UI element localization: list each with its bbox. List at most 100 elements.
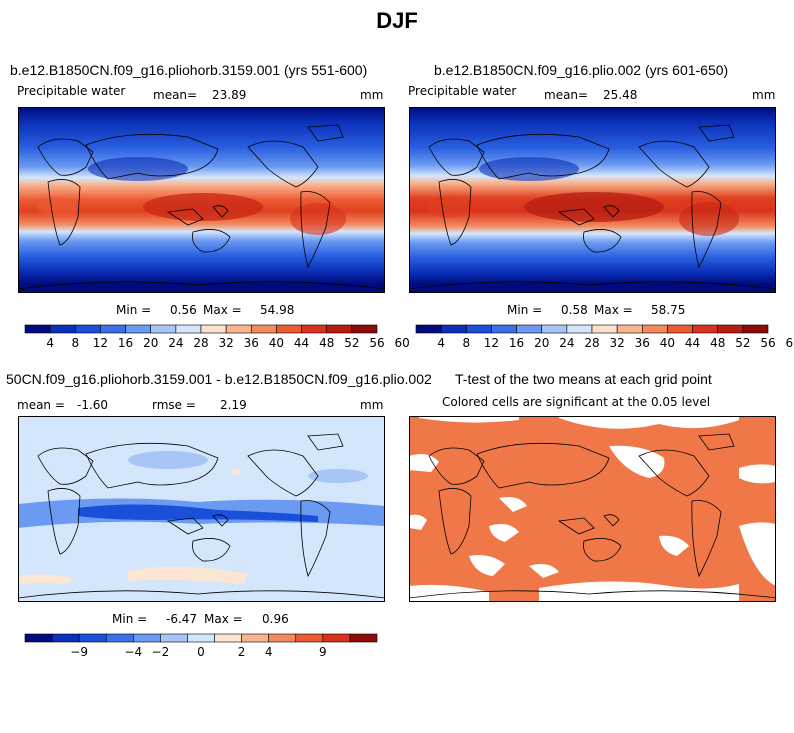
panel-3-colorbar-swatch [295,633,324,643]
panel-1-units: mm [360,88,384,102]
panel-3-colorbar-tick-label: 0 [197,645,205,659]
panel-1-colorbar-tick-label: 12 [93,336,108,350]
panel-3-min-value: -6.47 [166,612,198,626]
panel-1-colorbar-swatch [100,324,126,334]
panel-1-colorbar-swatch [351,324,378,334]
panel-1-colorbar-swatch [24,324,51,334]
panel-1-colorbar-tick-label: 40 [269,336,284,350]
panel-2-map [409,107,776,293]
panel-2-colorbar-swatch [641,324,668,334]
panel-3-colorbar-swatch [268,633,297,643]
panel-1-colorbar-tick-label: 36 [244,336,259,350]
panel-3-max-value: 0.96 [262,612,289,626]
panel-2-colorbar-tick-label: 24 [559,336,574,350]
panel-3-colorbar-swatch [241,633,269,643]
panel-1-colorbar-tick-label: 48 [319,336,334,350]
panel-2-colorbar-tick-label: 8 [462,336,470,350]
panel-2-min-value: 0.58 [561,303,588,317]
panel-1-colorbar-tick-label: 28 [193,336,208,350]
panel-1-colorbar-tick-label: 56 [369,336,384,350]
panel-2-colorbar-tick-label: 48 [710,336,725,350]
panel-2-colorbar-swatch [491,324,517,334]
panel-2-units: mm [752,88,776,102]
panel-3-mean-value: -1.60 [77,398,109,412]
panel-3-colorbar-swatch [160,633,188,643]
panel-2-colorbar-tick-label: 56 [760,336,775,350]
panel-1-colorbar-swatch [326,324,353,334]
panel-3-colorbar-tick-label: −9 [70,645,88,659]
panel-3-colorbar-swatch [78,633,107,643]
panel-3-colorbar-tick-label: 9 [319,645,327,659]
panel-3-mean-label: mean = [17,398,65,412]
panel-3-colorbar-swatch [24,633,53,643]
panel-4-title: T-test of the two means at each grid poi… [455,371,712,387]
panel-1-colorbar-tick-label: 44 [294,336,309,350]
panel-1-mean-label: mean= [153,88,198,102]
panel-3-colorbar-swatch [51,633,80,643]
panel-2-colorbar-tick-label: 20 [534,336,549,350]
panel-1-min-label: Min = [116,303,152,317]
panel-3-colorbar-swatch [214,633,242,643]
panel-2-colorbar-tick-label: 12 [484,336,499,350]
panel-1-max-value: 54.98 [260,303,295,317]
panel-2-colorbar-swatch [616,324,643,334]
panel-2-colorbar-swatch [717,324,744,334]
panel-2-colorbar-swatch [516,324,543,334]
panel-3-colorbar: −9 −4 −2 0 2 4 9 [24,633,378,659]
panel-2-colorbar-swatch [465,324,492,334]
panel-2-colorbar-swatch [566,324,593,334]
panel-1-colorbar-swatch [175,324,202,334]
panel-2-colorbar-tick-label: 36 [635,336,650,350]
panel-3-colorbar-swatch [133,633,161,643]
panel-3-map [18,416,385,602]
panel-2-colorbar-tick-label: 32 [610,336,625,350]
panel-2-title: b.e12.B1850CN.f09_g16.plio.002 (yrs 601-… [434,62,729,78]
panel-2-colorbar-tick-label: 28 [584,336,599,350]
panel-1-colorbar-swatch [301,324,328,334]
panel-3-title: 50CN.f09_g16.pliohorb.3159.001 - b.e12.B… [6,371,432,387]
panel-4-subtitle: Colored cells are significant at the 0.0… [442,395,711,409]
panel-2-colorbar-tick-label: 52 [735,336,750,350]
panel-2-colorbar-swatch [692,324,719,334]
panel-2-colorbar-tick-label: 44 [685,336,700,350]
panel-3-colorbar-swatch [322,633,351,643]
panel-1-colorbar-tick-label: 4 [46,336,54,350]
panel-1-variable: Precipitable water [17,84,126,98]
panel-1-colorbar-tick-label: 60 [395,336,410,350]
panel-1-min-value: 0.56 [170,303,197,317]
panel-3-rmse-value: 2.19 [220,398,247,412]
panel-1-colorbar-swatch [200,324,227,334]
panel-1-max-label: Max = [203,303,242,317]
panel-1-colorbar-swatch [74,324,101,334]
panel-2-colorbar-swatch [742,324,769,334]
panel-3-units: mm [360,398,384,412]
panel-3-colorbar-tick-label: 2 [238,645,246,659]
panel-2-min-label: Min = [507,303,543,317]
panel-1-colorbar-swatch [250,324,277,334]
panel-1-map [18,107,385,293]
panel-2-mean-value: 25.48 [603,88,638,102]
panel-3-colorbar-tick-label: −4 [124,645,142,659]
panel-3-max-label: Max = [204,612,243,626]
panel-1-colorbar-swatch [276,324,302,334]
panel-1-colorbar-swatch [225,324,252,334]
panel-1-colorbar-tick-label: 20 [143,336,158,350]
panel-2-max-label: Max = [594,303,633,317]
panel-2-colorbar-tick-label: 60 [786,336,794,350]
panel-3-min-label: Min = [112,612,148,626]
panel-1-colorbar-swatch [125,324,152,334]
panel-3-rmse-label: rmse = [152,398,196,412]
panel-1-colorbar-tick-label: 8 [71,336,79,350]
panel-1-colorbar: 4 8 12 16 20 24 28 32 36 40 44 48 52 56 60 [24,324,410,350]
panel-3-colorbar-tick-label: 4 [265,645,273,659]
panel-2-colorbar-swatch [667,324,693,334]
panel-1-colorbar-swatch [49,324,76,334]
panel-1-title: b.e12.B1850CN.f09_g16.pliohorb.3159.001 … [10,62,368,78]
panel-2-colorbar-swatch [440,324,467,334]
panel-3-colorbar-tick-label: −2 [152,645,170,659]
panel-3-colorbar-swatch [187,633,215,643]
panel-2-colorbar-tick-label: 4 [437,336,445,350]
panel-2-colorbar-swatch [541,324,568,334]
figure-title: DJF [376,8,418,33]
